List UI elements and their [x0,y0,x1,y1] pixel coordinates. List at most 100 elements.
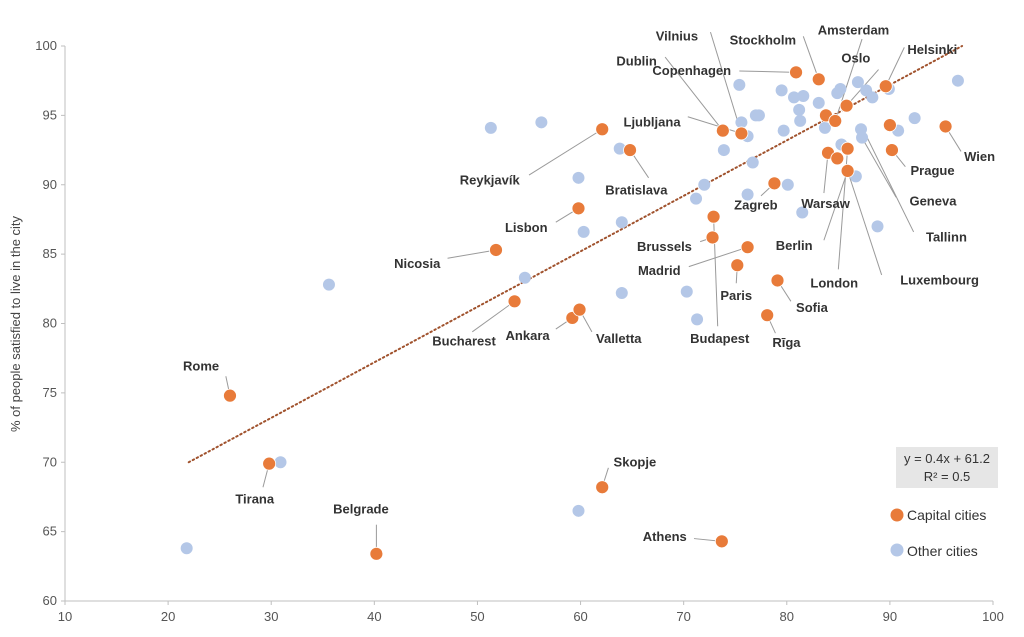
other-city-point[interactable] [615,286,628,299]
other-city-point[interactable] [698,178,711,191]
leader-line [528,128,603,176]
capital-city-point[interactable] [489,243,503,257]
other-city-point[interactable] [680,285,693,298]
capital-city-point[interactable] [623,143,637,157]
x-tick-label: 20 [161,609,175,624]
other-city-point[interactable] [951,74,964,87]
other-city-point[interactable] [818,121,831,134]
city-label: Prague [911,163,955,178]
other-city-point[interactable] [572,171,585,184]
city-label: Amsterdam [818,23,890,38]
leader-line [447,249,497,259]
other-city-point[interactable] [775,84,788,97]
capital-cities-points [223,65,953,561]
other-city-point[interactable] [572,504,585,517]
capital-city-point[interactable] [828,114,843,128]
other-city-point[interactable] [733,78,746,91]
axes: 60 65 70 75 80 85 90 95 100 10 20 30 40 50 60 70 80 90 100 [35,38,1004,624]
x-tick-label: 90 [883,609,897,624]
other-city-point[interactable] [866,91,879,104]
capital-city-point[interactable] [830,151,845,166]
capital-city-point[interactable] [840,141,855,156]
capital-city-point[interactable] [740,240,755,255]
y-tick-label: 65 [43,524,57,539]
leader-line [885,47,905,87]
capital-city-point[interactable] [262,456,277,471]
capital-city-point[interactable] [840,163,855,178]
capital-city-point[interactable] [571,201,586,216]
city-label: Bucharest [432,334,496,349]
other-city-point[interactable] [777,124,790,137]
trend-equation: y = 0.4x + 61.2 [904,451,990,466]
capital-city-point[interactable] [595,122,610,137]
other-city-point[interactable] [484,121,497,134]
city-label: Luxembourg [900,272,979,287]
capital-city-point[interactable] [885,143,899,157]
other-city-point[interactable] [322,278,335,291]
city-label: Zagreb [734,198,777,213]
capital-city-point[interactable] [223,388,237,403]
city-label: Madrid [638,263,681,278]
other-city-point[interactable] [851,76,864,89]
x-tick-label: 60 [573,609,587,624]
capital-city-point[interactable] [767,176,782,191]
capital-city-point[interactable] [715,123,730,138]
capital-city-point[interactable] [882,118,897,132]
other-city-point[interactable] [812,96,825,109]
capital-city-point[interactable] [369,546,384,561]
legend-label-other: Other cities [907,543,978,559]
other-city-point[interactable] [180,542,193,555]
other-city-point[interactable] [797,89,810,102]
legend-item-other[interactable]: Other cities [890,543,978,559]
capital-city-point[interactable] [595,480,610,495]
other-city-point[interactable] [796,206,809,219]
city-label: Oslo [841,50,870,65]
other-city-point[interactable] [752,109,765,122]
capital-city-point[interactable] [789,65,803,80]
capital-city-point[interactable] [572,302,587,317]
other-city-point[interactable] [691,313,704,326]
other-city-point[interactable] [787,91,800,104]
capital-city-point[interactable] [878,79,893,94]
city-label: Geneva [909,193,957,208]
city-label: Warsaw [801,196,851,211]
capital-city-point[interactable] [706,209,721,224]
trend-r2: R² = 0.5 [924,469,971,484]
capital-city-point[interactable] [714,534,729,549]
capital-city-point[interactable] [811,72,826,87]
capital-city-point[interactable] [938,119,953,134]
capital-city-point[interactable] [770,273,785,288]
capital-city-point[interactable] [760,308,775,323]
capital-city-point[interactable] [734,126,749,141]
other-city-point[interactable] [794,114,807,127]
other-city-point[interactable] [613,142,626,155]
other-city-point[interactable] [908,112,921,125]
capital-city-point[interactable] [839,98,854,113]
city-label: Helsinki [907,42,957,57]
other-city-point[interactable] [856,131,869,144]
capital-city-point[interactable] [705,230,720,245]
other-city-point[interactable] [717,144,730,157]
other-city-point[interactable] [741,188,754,201]
city-label: Ljubljana [624,114,682,129]
other-city-point[interactable] [793,103,806,116]
capital-city-point[interactable] [730,258,745,273]
other-city-point[interactable] [690,192,703,205]
city-label: Tirana [235,492,275,507]
other-city-point[interactable] [535,116,548,129]
other-city-point[interactable] [577,225,590,238]
other-city-point[interactable] [781,178,794,191]
equation-box-bg [896,447,998,488]
other-city-point[interactable] [746,156,759,169]
other-city-point[interactable] [274,456,287,469]
other-city-point[interactable] [735,116,748,129]
legend-item-capital[interactable]: Capital cities [890,507,987,523]
other-city-point[interactable] [871,220,884,233]
capital-city-point[interactable] [507,294,522,309]
y-tick-label: 85 [43,246,57,261]
leader-line [739,70,797,73]
other-city-point[interactable] [518,271,531,284]
other-city-point[interactable] [615,216,628,229]
x-tick-label: 30 [264,609,278,624]
other-city-point[interactable] [834,83,847,96]
